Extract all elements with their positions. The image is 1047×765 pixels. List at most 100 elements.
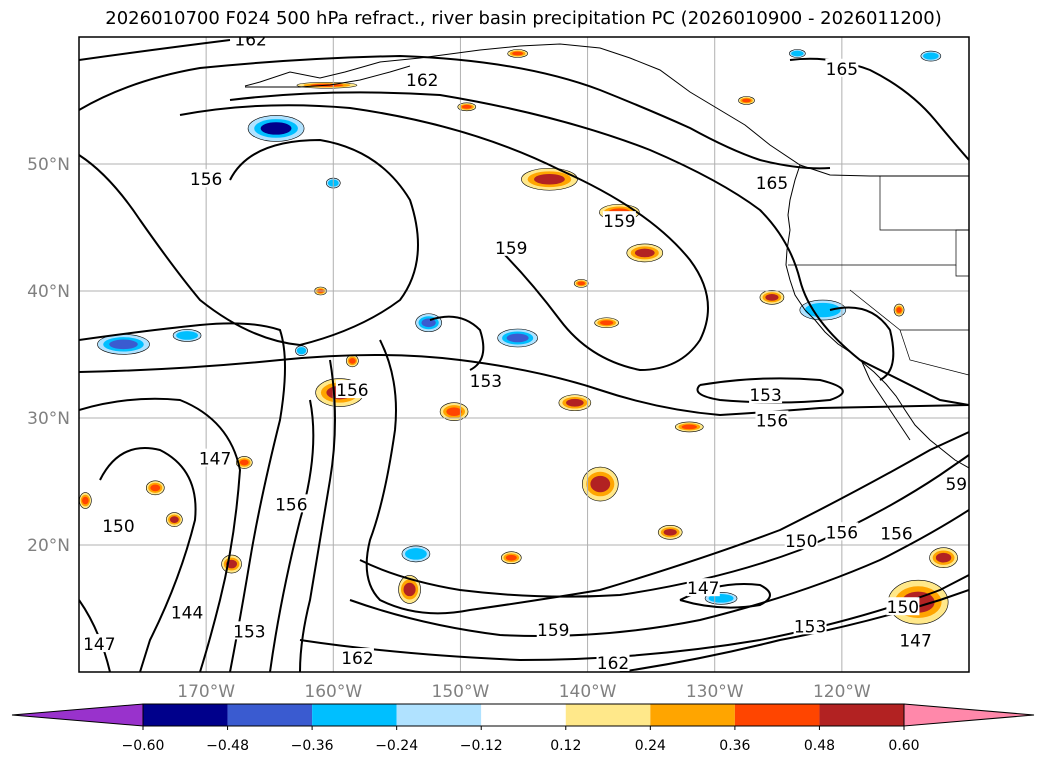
west-coast-north <box>785 164 806 311</box>
precip-patch <box>172 329 202 342</box>
contour-label-bg <box>198 448 232 467</box>
axis-labels: 170°W 160°W 150°W 140°W 130°W 120°W 50°N 40°N 30… <box>27 155 871 702</box>
lon-tick-label: 150°W <box>432 682 490 702</box>
contour-label: 159 <box>603 212 635 232</box>
contour-label: 159 <box>495 239 527 259</box>
precip-patch <box>439 402 469 421</box>
contour-label: 153 <box>749 386 781 406</box>
precip-patch <box>295 345 308 356</box>
precip-patch <box>398 575 421 604</box>
precip-core <box>260 122 292 135</box>
contour-label: 165 <box>826 60 858 80</box>
contour-label: 153 <box>794 617 826 637</box>
precip-core <box>505 554 517 561</box>
lon-tick-label: 130°W <box>686 682 744 702</box>
contour-line <box>79 39 231 61</box>
colorbar-segment <box>819 704 904 726</box>
colorbar-tick-label: −0.60 <box>122 738 165 754</box>
contour-label: 153 <box>233 622 265 642</box>
precip-core <box>925 53 937 59</box>
colorbar-tick-label: −0.12 <box>460 738 503 754</box>
precip-core <box>792 51 802 56</box>
precip-core <box>239 459 249 466</box>
colorbar-tick-label: 0.12 <box>550 738 581 754</box>
colorbar: −0.60 −0.48 −0.36 −0.24 −0.12 0.12 0.24 0.36 0.4… <box>11 703 1035 754</box>
baja-peninsula <box>861 361 911 441</box>
contour-line <box>179 104 709 372</box>
precip-patch <box>145 480 165 496</box>
contour-label-bg <box>82 634 116 653</box>
contour-label: 162 <box>406 71 438 91</box>
contour-label: 147 <box>899 631 931 651</box>
precip-patch <box>799 299 847 321</box>
precip-patch <box>594 317 619 329</box>
precip-patch <box>929 547 958 569</box>
contour-label: 156 <box>190 170 222 190</box>
contour-line <box>269 399 315 672</box>
contour-line <box>829 306 895 381</box>
colorbar-extend-high <box>903 703 1035 727</box>
contour-label-bg <box>469 371 503 390</box>
precip-patch <box>401 545 431 563</box>
precip-patch <box>920 50 942 62</box>
precip-patch <box>235 456 253 469</box>
plot-background <box>79 37 969 672</box>
contour-label-bg <box>335 380 369 399</box>
colorbar-segment <box>227 704 313 726</box>
precip-patch <box>507 49 528 58</box>
precip-core <box>935 552 952 563</box>
colorbar-segment <box>396 704 482 726</box>
precip-patch <box>893 303 905 317</box>
precip-patch <box>626 243 664 263</box>
precip-patch <box>581 466 619 502</box>
precip-patch <box>789 49 806 58</box>
contour-line <box>79 138 419 347</box>
contour-label: 159 <box>537 621 569 641</box>
lat-tick-label: 30°N <box>27 409 70 429</box>
precip-core <box>663 528 677 536</box>
precip-core <box>634 248 655 258</box>
precip-core <box>896 307 902 313</box>
precip-core <box>566 398 584 407</box>
contour-line <box>359 454 969 598</box>
colorbar-segment <box>312 704 397 726</box>
contour-line <box>429 315 485 371</box>
west-coast-south <box>804 309 969 469</box>
precip-patch <box>346 354 359 368</box>
colorbar-segment <box>481 704 566 726</box>
contour-label-bg <box>274 494 308 513</box>
contour-label-bg <box>101 515 135 534</box>
contour-label: 162 <box>234 31 266 51</box>
state-border-4 <box>899 329 969 376</box>
precip-core <box>421 318 436 328</box>
contour-label: 150 <box>102 517 134 537</box>
precip-core <box>169 516 179 523</box>
colorbar-segment <box>143 704 228 726</box>
contour-label-bg <box>899 630 933 649</box>
precip-core <box>506 333 529 343</box>
precip-core <box>403 582 416 597</box>
contour-label: 147 <box>199 450 231 470</box>
contour-label-bg <box>755 410 789 429</box>
contour-label-bg <box>494 237 528 256</box>
precip-core <box>179 332 195 339</box>
contour-line <box>79 322 286 672</box>
contour-label-bg <box>170 602 204 621</box>
precip-patch <box>221 554 242 574</box>
precip-core <box>600 320 614 326</box>
contour-label: 156 <box>336 381 368 401</box>
contour-line <box>79 397 242 672</box>
contour-label: 165 <box>756 174 788 194</box>
precip-core <box>534 173 565 185</box>
contour-label: 147 <box>83 635 115 655</box>
contour-label-bg <box>825 58 859 77</box>
lon-tick-label: 160°W <box>304 682 362 702</box>
contour-label-bg <box>755 173 789 192</box>
lon-tick-label: 140°W <box>559 682 617 702</box>
precip-core <box>349 357 356 364</box>
contour-label: 162 <box>341 649 373 669</box>
precip-patch <box>166 512 183 527</box>
colorbar-tick-label: 0.60 <box>888 738 919 754</box>
contour-label: 147 <box>687 579 719 599</box>
contour-line <box>365 339 969 615</box>
